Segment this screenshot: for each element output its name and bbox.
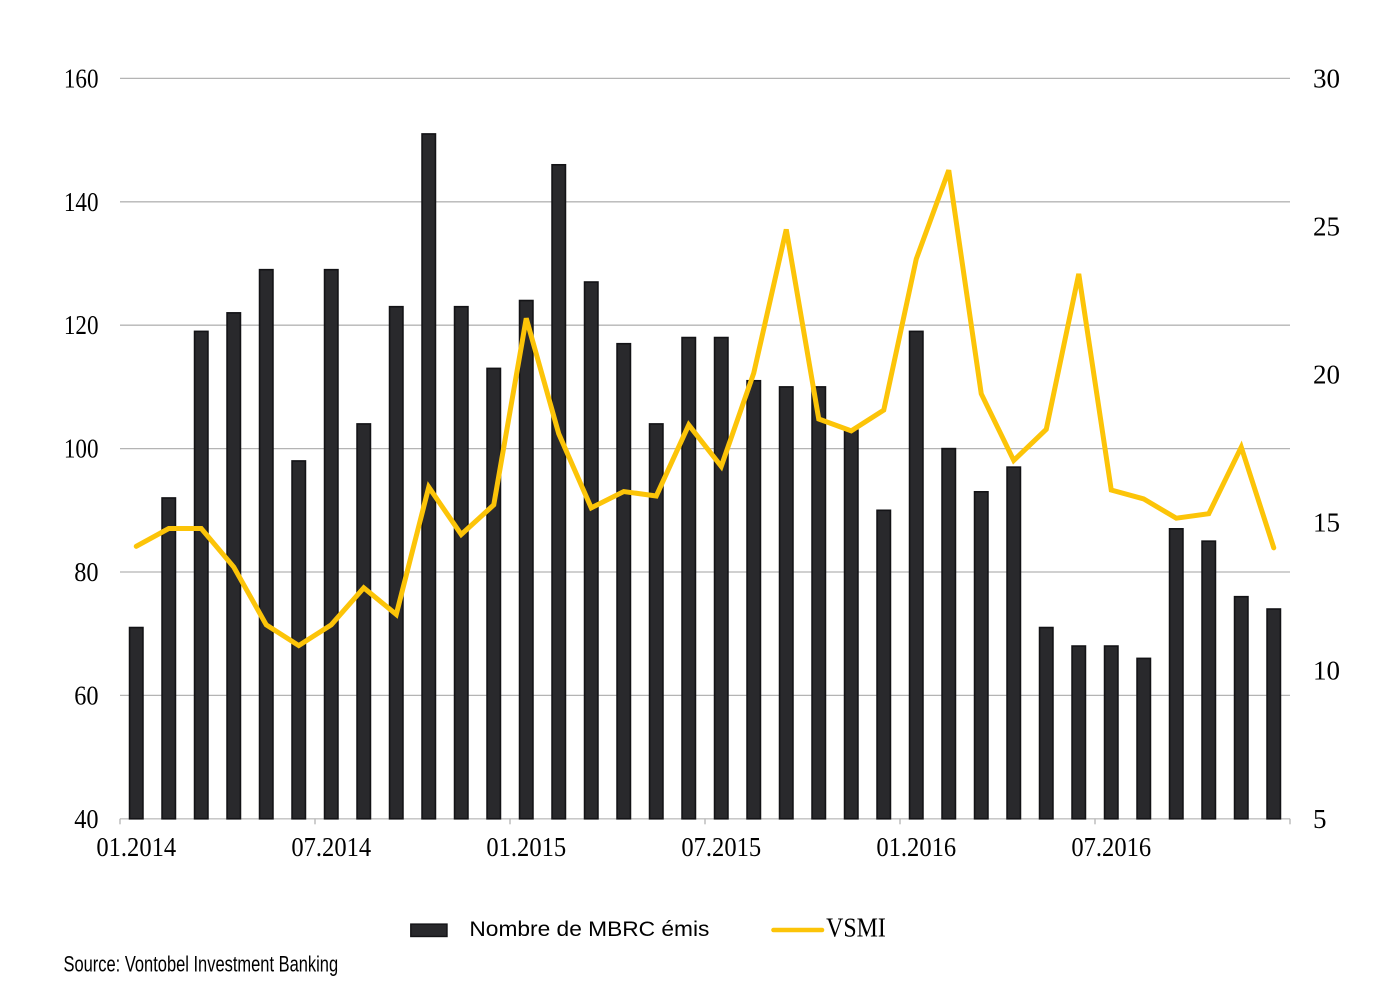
svg-text:VSMI: VSMI: [826, 913, 886, 943]
svg-text:10: 10: [1313, 656, 1340, 686]
svg-text:07.2014: 07.2014: [291, 832, 371, 862]
svg-text:07.2015: 07.2015: [681, 832, 761, 862]
svg-text:5: 5: [1313, 804, 1327, 834]
svg-text:140: 140: [64, 187, 99, 217]
svg-text:01.2016: 01.2016: [876, 832, 956, 862]
svg-text:Nombre de MBRC émis: Nombre de MBRC émis: [469, 917, 709, 941]
svg-text:01.2014: 01.2014: [96, 832, 176, 862]
svg-text:30: 30: [1313, 63, 1340, 93]
svg-text:40: 40: [74, 804, 98, 834]
svg-text:25: 25: [1313, 212, 1340, 242]
svg-text:100: 100: [64, 434, 99, 464]
svg-text:Source: Vontobel Investment Ba: Source: Vontobel Investment Banking: [64, 951, 339, 976]
svg-text:07.2016: 07.2016: [1071, 832, 1151, 862]
svg-text:160: 160: [64, 63, 99, 93]
svg-text:01.2015: 01.2015: [486, 832, 566, 862]
svg-text:120: 120: [64, 310, 99, 340]
svg-text:15: 15: [1313, 508, 1340, 538]
svg-text:80: 80: [74, 557, 98, 587]
svg-text:20: 20: [1313, 360, 1340, 390]
svg-text:60: 60: [74, 680, 98, 710]
